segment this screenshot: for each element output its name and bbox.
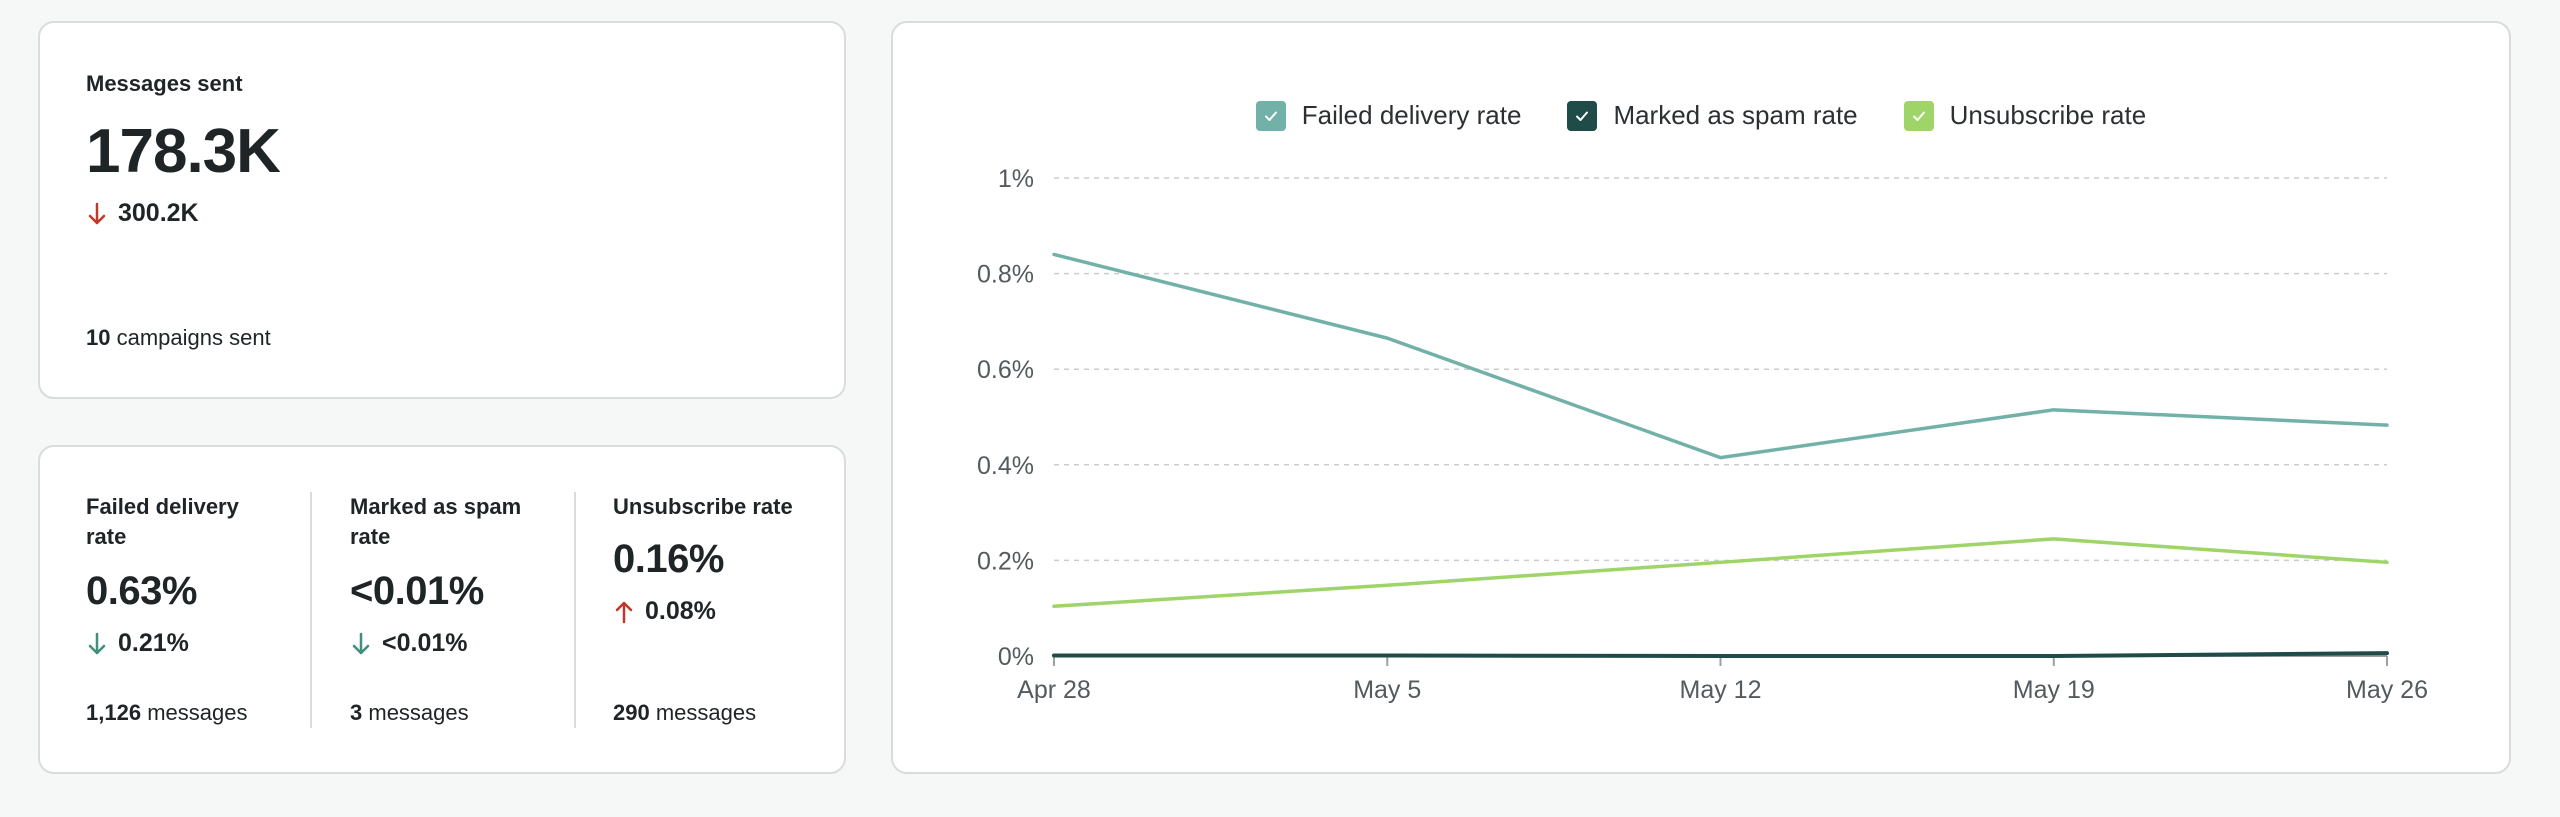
legend-failed-delivery-label: Failed delivery rate: [1301, 100, 1522, 130]
campaigns-count: 10: [86, 325, 111, 350]
arrow-down-icon: [352, 632, 370, 654]
campaigns-label: campaigns sent: [116, 325, 271, 350]
unsubscribe-messages-label: messages: [655, 700, 757, 725]
failed-delivery-messages-count: 1,126: [86, 700, 142, 725]
spam-delta-value: <0.01%: [382, 629, 468, 657]
spam-messages-label: messages: [368, 700, 469, 725]
unsubscribe-messages-count: 290: [613, 700, 650, 725]
legend-spam-label: Marked as spam rate: [1613, 100, 1858, 130]
unsubscribe-value: 0.16%: [613, 537, 724, 581]
x-tick-label: May 19: [2013, 676, 2095, 704]
checkbox-checked-icon[interactable]: [1255, 100, 1286, 131]
x-tick-label: May 12: [1680, 676, 1762, 704]
x-tick-label: May 26: [2346, 676, 2428, 704]
unsubscribe-metric: Unsubscribe rate 0.16% 0.08% 290 message…: [613, 447, 833, 772]
spam-label: Marked as spam rate: [350, 494, 522, 549]
unsubscribe-delta-value: 0.08%: [645, 597, 716, 625]
failed-delivery-messages: 1,126 messages: [86, 700, 247, 726]
x-tick-label: May 5: [1353, 676, 1421, 704]
failed-delivery-messages-label: messages: [147, 700, 248, 725]
campaigns-sent: 10 campaigns sent: [86, 325, 271, 351]
series-line-failed-delivery: [1052, 252, 2389, 460]
series-line-unsubscribe: [1052, 537, 2389, 609]
unsubscribe-label: Unsubscribe rate: [613, 494, 793, 519]
x-tick-label: Apr 28: [1017, 676, 1091, 704]
messages-sent-card: Messages sent 178.3K 300.2K 10 campaigns…: [38, 21, 846, 399]
messages-sent-delta: 300.2K: [88, 199, 199, 228]
spam-delta: <0.01%: [352, 629, 468, 658]
arrow-down-icon: [88, 202, 106, 224]
failed-delivery-label: Failed delivery rate: [86, 494, 239, 549]
y-tick-label: 0%: [998, 643, 1034, 671]
spam-metric: Marked as spam rate <0.01% <0.01% 3 mess…: [350, 447, 570, 772]
messages-sent-delta-value: 300.2K: [118, 199, 199, 227]
spam-messages-count: 3: [350, 700, 363, 725]
failed-delivery-metric: Failed delivery rate 0.63% 0.21% 1,126 m…: [86, 447, 306, 772]
legend-failed-delivery[interactable]: Failed delivery rate: [1255, 100, 1522, 131]
messages-sent-value: 178.3K: [86, 117, 281, 186]
y-tick-label: 0.4%: [977, 452, 1034, 480]
spam-messages: 3 messages: [350, 700, 469, 726]
unsubscribe-messages: 290 messages: [613, 700, 756, 726]
failed-delivery-delta: 0.21%: [88, 629, 189, 658]
legend-unsubscribe[interactable]: Unsubscribe rate: [1903, 100, 2147, 131]
legend-spam[interactable]: Marked as spam rate: [1567, 100, 1858, 131]
divider: [310, 492, 312, 728]
legend-unsubscribe-label: Unsubscribe rate: [1949, 100, 2147, 130]
y-tick-label: 1%: [998, 165, 1034, 193]
spam-value: <0.01%: [350, 569, 484, 613]
divider: [574, 492, 576, 728]
rates-card: Failed delivery rate 0.63% 0.21% 1,126 m…: [38, 445, 846, 774]
arrow-down-icon: [88, 632, 106, 654]
series-line-spam: [1052, 651, 2389, 658]
line-chart: 0% 0.2% 0.4% 0.6% 0.8% 1% Apr 28 May 5 May 12 May…: [977, 165, 2428, 704]
y-tick-label: 0.2%: [977, 547, 1034, 575]
rates-chart-card: Failed delivery rate Marked as spam rate…: [891, 21, 2511, 774]
chart-legend: Failed delivery rate Marked as spam rate…: [893, 100, 2509, 131]
failed-delivery-value: 0.63%: [86, 569, 197, 613]
unsubscribe-delta: 0.08%: [615, 597, 716, 626]
checkbox-checked-icon[interactable]: [1903, 100, 1934, 131]
y-tick-label: 0.8%: [977, 261, 1034, 289]
arrow-up-icon: [615, 601, 633, 623]
messages-sent-label: Messages sent: [86, 71, 243, 96]
checkbox-checked-icon[interactable]: [1567, 100, 1598, 131]
y-tick-label: 0.6%: [977, 356, 1034, 384]
failed-delivery-delta-value: 0.21%: [118, 629, 189, 657]
